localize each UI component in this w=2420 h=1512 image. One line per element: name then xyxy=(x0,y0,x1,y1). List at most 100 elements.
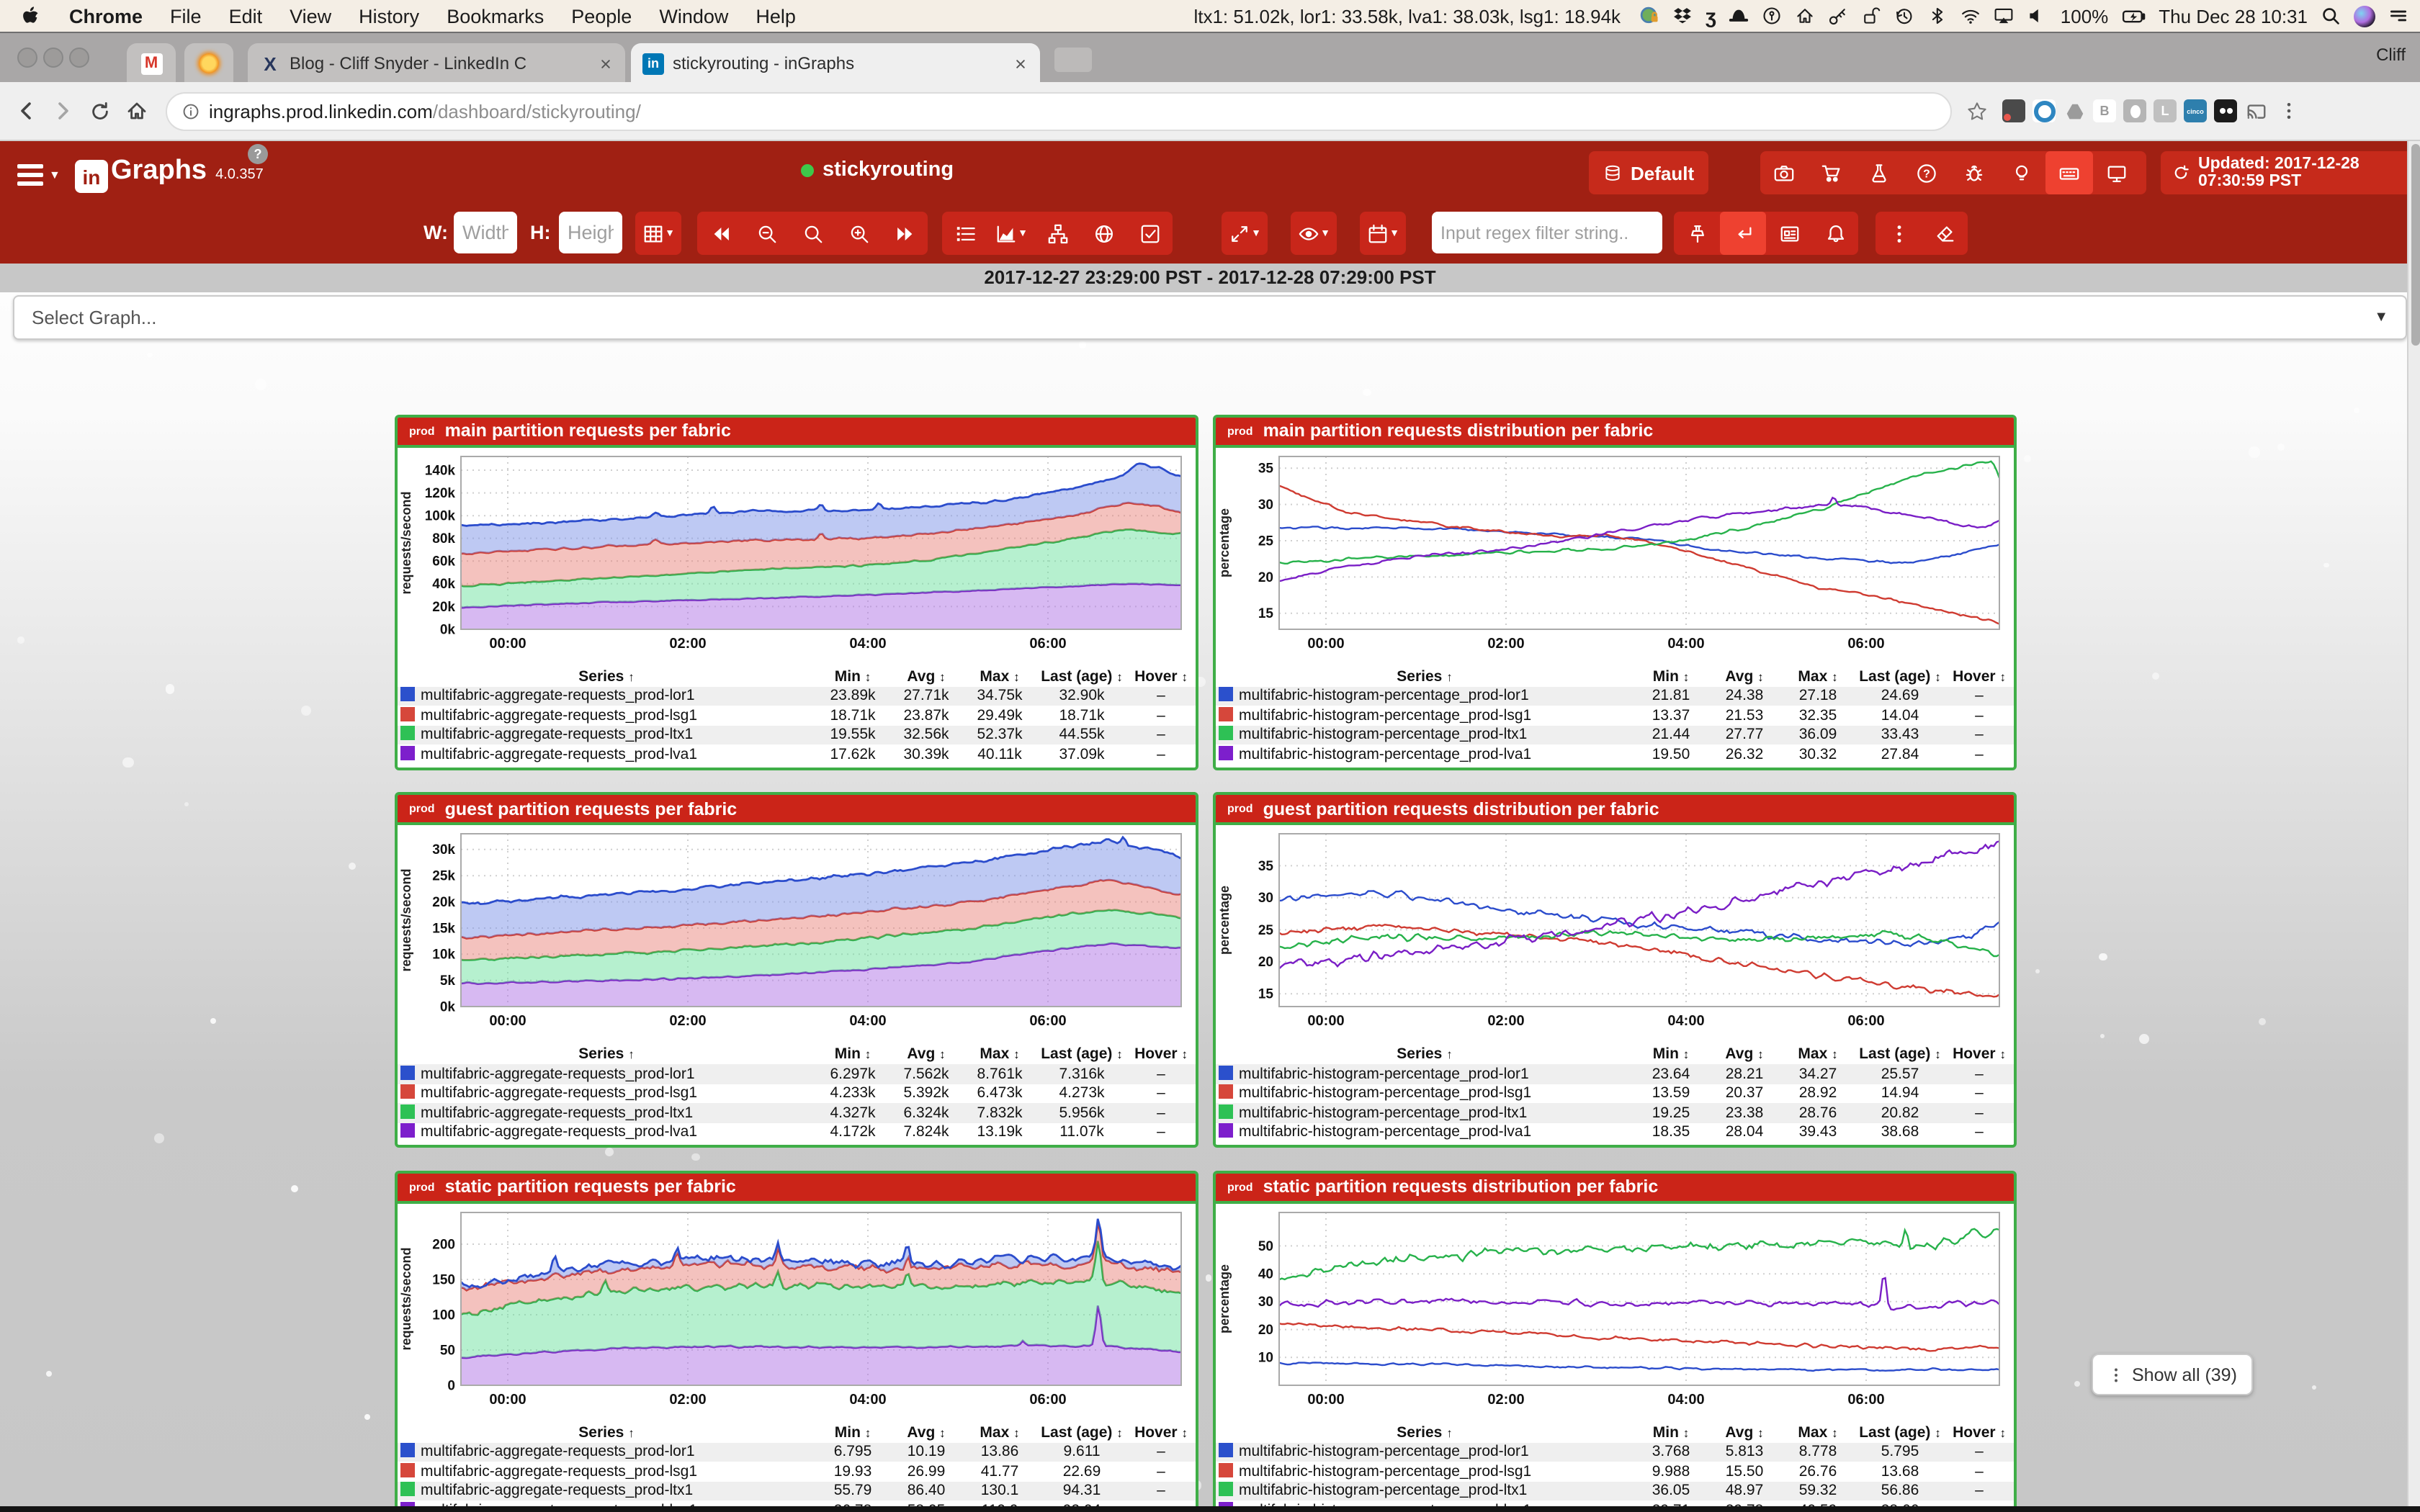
panel-header[interactable]: prod main partition requests per fabric xyxy=(398,417,1196,447)
series-row-lva1[interactable]: multifabric-histogram-percentage_prod-lv… xyxy=(1216,744,2014,764)
menubar-item-chrome[interactable]: Chrome xyxy=(69,5,143,27)
ingraphs-logo[interactable]: in Graphs 4.0.357 xyxy=(75,154,264,193)
menubar-item-help[interactable]: Help xyxy=(756,5,796,27)
series-row-lva1[interactable]: multifabric-aggregate-requests_prod-lva1… xyxy=(398,1122,1196,1142)
resize-button[interactable]: ▼ xyxy=(1222,212,1268,255)
col-min[interactable]: Min ↕ xyxy=(834,1423,871,1441)
zoomout-button[interactable] xyxy=(743,212,789,255)
chart-area[interactable]: 0 50 100 150 200 00:00 02:00 04:00 06:00 requests… xyxy=(398,1203,1196,1421)
chart-area[interactable]: 15 20 25 30 35 00:00 02:00 04:00 06:00 percentage xyxy=(1216,447,2014,665)
pinned-tab-gmail[interactable]: M xyxy=(127,43,176,84)
col-max[interactable]: Max ↕ xyxy=(980,1045,1020,1063)
scrollbar-thumb[interactable] xyxy=(2411,144,2419,346)
extension-cinco-icon[interactable]: cinco xyxy=(2184,99,2207,122)
page-info-icon[interactable] xyxy=(182,102,200,120)
col-last[interactable]: Last (age) ↕ xyxy=(1041,1045,1123,1063)
series-row-lor1[interactable]: multifabric-aggregate-requests_prod-lor1… xyxy=(398,686,1196,706)
col-min[interactable]: Min ↕ xyxy=(834,1045,871,1063)
chart-area[interactable]: 10 20 30 40 50 00:00 02:00 04:00 06:00 percentage xyxy=(1216,1203,2014,1421)
page-scrollbar[interactable] xyxy=(2407,141,2420,1506)
rew-button[interactable] xyxy=(697,212,743,255)
col-min[interactable]: Min ↕ xyxy=(1652,1045,1690,1063)
col-min[interactable]: Min ↕ xyxy=(1652,1423,1690,1441)
chart-plot[interactable]: 10 20 30 40 50 00:00 02:00 04:00 06:00 percentage xyxy=(1216,1203,2014,1413)
back-icon[interactable] xyxy=(14,99,37,122)
col-series[interactable]: Series ↑ xyxy=(1397,667,1453,685)
home-icon[interactable] xyxy=(1796,6,1816,26)
series-row-lsg1[interactable]: multifabric-aggregate-requests_prod-lsg1… xyxy=(398,1084,1196,1103)
select-graph-dropdown[interactable]: Select Graph... ▼ xyxy=(13,295,2407,340)
globe-button[interactable] xyxy=(1080,212,1126,255)
col-avg[interactable]: Avg ↕ xyxy=(1725,667,1764,685)
series-row-lva1[interactable]: multifabric-aggregate-requests_prod-lva1… xyxy=(398,1500,1196,1506)
col-last[interactable]: Last (age) ↕ xyxy=(1859,1045,1941,1063)
list-button[interactable] xyxy=(942,212,988,255)
extension-ring-icon[interactable] xyxy=(2033,99,2056,122)
series-row-lor1[interactable]: multifabric-histogram-percentage_prod-lo… xyxy=(1216,1064,2014,1084)
volume-icon[interactable] xyxy=(2027,6,2048,26)
menubar-item-people[interactable]: People xyxy=(571,5,632,27)
series-row-ltx1[interactable]: multifabric-histogram-percentage_prod-lt… xyxy=(1216,1103,2014,1122)
notification-center-icon[interactable] xyxy=(2388,6,2408,26)
close-tab-icon[interactable] xyxy=(1013,55,1028,71)
vdots-button[interactable] xyxy=(1876,212,1922,255)
eye-button[interactable]: ▼ xyxy=(1291,212,1337,255)
menubar-item-window[interactable]: Window xyxy=(659,5,729,27)
regex-filter-input[interactable] xyxy=(1432,212,1662,253)
lock-open-icon[interactable] xyxy=(1862,6,1882,26)
col-series[interactable]: Series ↑ xyxy=(578,1423,635,1441)
chart-area[interactable]: 15 20 25 30 35 00:00 02:00 04:00 06:00 percentage xyxy=(1216,825,2014,1043)
col-min[interactable]: Min ↕ xyxy=(834,667,871,685)
col-hover[interactable]: Hover ↕ xyxy=(1953,667,2006,685)
tab-stickyrouting-active[interactable]: in stickyrouting - inGraphs xyxy=(631,43,1040,84)
home-icon[interactable] xyxy=(125,99,148,122)
tab-blog-cliff-snyder[interactable]: X Blog - Cliff Snyder - LinkedIn C xyxy=(248,43,625,84)
kbd-button[interactable] xyxy=(2045,151,2093,194)
panel-header[interactable]: prod static partition requests distributi… xyxy=(1216,1173,2014,1203)
spotlight-icon[interactable] xyxy=(2321,6,2341,26)
col-series[interactable]: Series ↑ xyxy=(578,1045,635,1063)
extension-oval-icon[interactable] xyxy=(2123,99,2146,122)
window-zoom-button[interactable] xyxy=(69,48,89,68)
series-row-lsg1[interactable]: multifabric-aggregate-requests_prod-lsg1… xyxy=(398,1462,1196,1481)
menubar-clock[interactable]: Thu Dec 28 10:31 xyxy=(2159,5,2308,27)
wifi-icon[interactable] xyxy=(1961,6,1981,26)
col-min[interactable]: Min ↕ xyxy=(1652,667,1690,685)
extension-evernote-icon[interactable] xyxy=(2002,99,2025,122)
col-series[interactable]: Series ↑ xyxy=(578,667,635,685)
col-hover[interactable]: Hover ↕ xyxy=(1134,667,1188,685)
enter-button[interactable] xyxy=(1720,212,1766,255)
camera-button[interactable] xyxy=(1760,151,1808,194)
extension-cast-icon[interactable] xyxy=(2244,99,2267,122)
areachart-button[interactable]: ▼ xyxy=(988,212,1034,255)
chrome-menu-icon[interactable] xyxy=(2279,101,2299,121)
menubar-item-edit[interactable]: Edit xyxy=(228,5,263,27)
help-badge[interactable]: ? xyxy=(248,144,268,164)
col-last[interactable]: Last (age) ↕ xyxy=(1859,667,1941,685)
series-row-ltx1[interactable]: multifabric-aggregate-requests_prod-ltx1… xyxy=(398,1481,1196,1500)
series-row-ltx1[interactable]: multifabric-histogram-percentage_prod-lt… xyxy=(1216,725,2014,744)
close-tab-icon[interactable] xyxy=(598,55,614,71)
address-bar[interactable]: ingraphs.prod.linkedin.com/dashboard/sti… xyxy=(166,91,1952,130)
extension-toggl-icon[interactable] xyxy=(2214,99,2237,122)
series-row-ltx1[interactable]: multifabric-aggregate-requests_prod-ltx1… xyxy=(398,1103,1196,1122)
series-row-lva1[interactable]: multifabric-histogram-percentage_prod-lv… xyxy=(1216,1500,2014,1506)
panel-header[interactable]: prod guest partition requests distributio… xyxy=(1216,795,2014,825)
series-row-lor1[interactable]: multifabric-aggregate-requests_prod-lor1… xyxy=(398,1442,1196,1462)
flask-button[interactable] xyxy=(1855,151,1903,194)
chart-area[interactable]: 0k 20k 40k 60k 80k 100k 120k 140k 00:00 02:00 04:0… xyxy=(398,447,1196,665)
cart-button[interactable] xyxy=(1808,151,1855,194)
bug-button[interactable] xyxy=(1950,151,1998,194)
chart-plot[interactable]: 0 50 100 150 200 00:00 02:00 04:00 06:00 requests… xyxy=(398,1203,1196,1413)
grid-button[interactable]: ▼ xyxy=(635,212,681,255)
col-max[interactable]: Max ↕ xyxy=(980,667,1020,685)
col-last[interactable]: Last (age) ↕ xyxy=(1041,667,1123,685)
bluetooth-icon[interactable] xyxy=(1928,6,1948,26)
pin-button[interactable] xyxy=(1674,212,1720,255)
series-row-ltx1[interactable]: multifabric-aggregate-requests_prod-ltx1… xyxy=(398,725,1196,744)
hamburger-menu-button[interactable]: ▼ xyxy=(17,160,60,190)
extension-l-app-icon[interactable]: L xyxy=(2154,99,2177,122)
col-avg[interactable]: Avg ↕ xyxy=(1725,1045,1764,1063)
series-row-ltx1[interactable]: multifabric-histogram-percentage_prod-lt… xyxy=(1216,1481,2014,1500)
chart-plot[interactable]: 15 20 25 30 35 00:00 02:00 04:00 06:00 percentage xyxy=(1216,825,2014,1035)
